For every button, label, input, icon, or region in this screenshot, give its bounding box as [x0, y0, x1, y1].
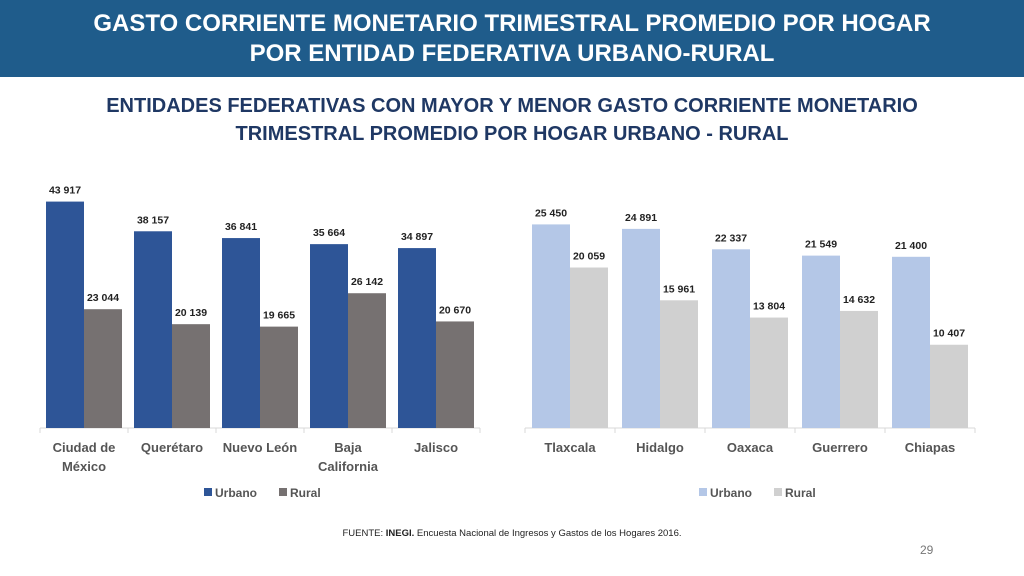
subtitle-line-1: ENTIDADES FEDERATIVAS CON MAYOR Y MENOR …	[106, 95, 918, 117]
subtitle-line-2: TRIMESTRAL PROMEDIO POR HOGAR URBANO - R…	[235, 123, 789, 145]
page-number: 29	[920, 543, 934, 557]
bar-urbano-0-1	[134, 231, 172, 428]
slide-title: GASTO CORRIENTE MONETARIO TRIMESTRAL PRO…	[0, 0, 1024, 77]
source-org: INEGI.	[385, 528, 415, 539]
category-label: Ciudad de	[53, 440, 116, 455]
category-label: Guerrero	[812, 440, 868, 455]
category-label: Nuevo León	[223, 440, 297, 455]
data-label-urbano: 21 400	[895, 240, 927, 252]
bar-urbano-0-4	[398, 248, 436, 428]
bar-urbano-1-1	[622, 228, 660, 428]
data-label-urbano: 38 157	[137, 214, 169, 226]
legend-swatch-urbano	[204, 488, 212, 496]
bar-urbano-1-4	[892, 256, 930, 428]
bar-urbano-0-3	[310, 244, 348, 428]
legend-label-urbano: Urbano	[215, 486, 257, 500]
bar-rural-1-0	[570, 267, 608, 428]
legend-swatch-rural	[279, 488, 287, 496]
category-label: California	[318, 459, 379, 474]
category-label: Chiapas	[905, 440, 956, 455]
source-text: Encuesta Nacional de Ingresos y Gastos d…	[414, 528, 682, 539]
data-label-urbano: 24 891	[625, 212, 657, 224]
bar-urbano-1-3	[802, 255, 840, 428]
data-label-rural: 20 139	[175, 307, 207, 319]
category-label: Querétaro	[141, 440, 203, 455]
data-label-urbano: 36 841	[225, 221, 257, 233]
chart-subtitle: ENTIDADES FEDERATIVAS CON MAYOR Y MENOR …	[40, 92, 984, 148]
data-label-rural: 20 670	[439, 304, 471, 316]
bar-rural-1-3	[840, 310, 878, 428]
data-label-rural: 20 059	[573, 251, 605, 263]
bar-rural-1-4	[930, 344, 968, 428]
title-line-1: GASTO CORRIENTE MONETARIO TRIMESTRAL PRO…	[93, 9, 931, 37]
legend-label-rural: Rural	[785, 486, 816, 500]
bar-rural-0-2	[260, 326, 298, 428]
category-label: Baja	[334, 440, 362, 455]
bar-urbano-1-2	[712, 249, 750, 428]
source-prefix: FUENTE:	[342, 528, 386, 539]
data-label-rural: 10 407	[933, 328, 965, 340]
data-label-rural: 14 632	[843, 294, 875, 306]
category-label: Oaxaca	[727, 440, 774, 455]
data-label-urbano: 25 450	[535, 207, 567, 219]
bar-rural-0-1	[172, 324, 210, 428]
category-label: Jalisco	[414, 440, 458, 455]
bar-rural-1-1	[660, 300, 698, 428]
category-label: Tlaxcala	[544, 440, 596, 455]
data-label-urbano: 35 664	[313, 227, 345, 239]
category-label: Hidalgo	[636, 440, 684, 455]
bar-urbano-0-2	[222, 238, 260, 428]
bar-urbano-0-0	[46, 201, 84, 428]
legend-label-rural: Rural	[290, 486, 321, 500]
category-label: México	[62, 459, 106, 474]
title-banner	[0, 0, 1024, 77]
data-label-rural: 15 961	[663, 283, 695, 295]
legend-label-urbano: Urbano	[710, 486, 752, 500]
bar-rural-0-3	[348, 293, 386, 428]
data-label-urbano: 43 917	[49, 185, 81, 197]
data-label-urbano: 21 549	[805, 239, 837, 251]
legend-swatch-urbano	[699, 488, 707, 496]
data-label-rural: 13 804	[753, 301, 785, 313]
legend-swatch-rural	[774, 488, 782, 496]
data-label-urbano: 22 337	[715, 232, 747, 244]
data-label-rural: 23 044	[87, 292, 119, 304]
bar-urbano-1-0	[532, 224, 570, 428]
data-label-urbano: 34 897	[401, 231, 433, 243]
source-note: FUENTE: INEGI. Encuesta Nacional de Ingr…	[0, 528, 1024, 539]
data-label-rural: 19 665	[263, 310, 295, 322]
bar-rural-1-2	[750, 317, 788, 428]
bar-rural-0-4	[436, 321, 474, 428]
bar-rural-0-0	[84, 309, 122, 428]
title-line-2: POR ENTIDAD FEDERATIVA URBANO-RURAL	[249, 39, 775, 67]
data-label-rural: 26 142	[351, 276, 383, 288]
